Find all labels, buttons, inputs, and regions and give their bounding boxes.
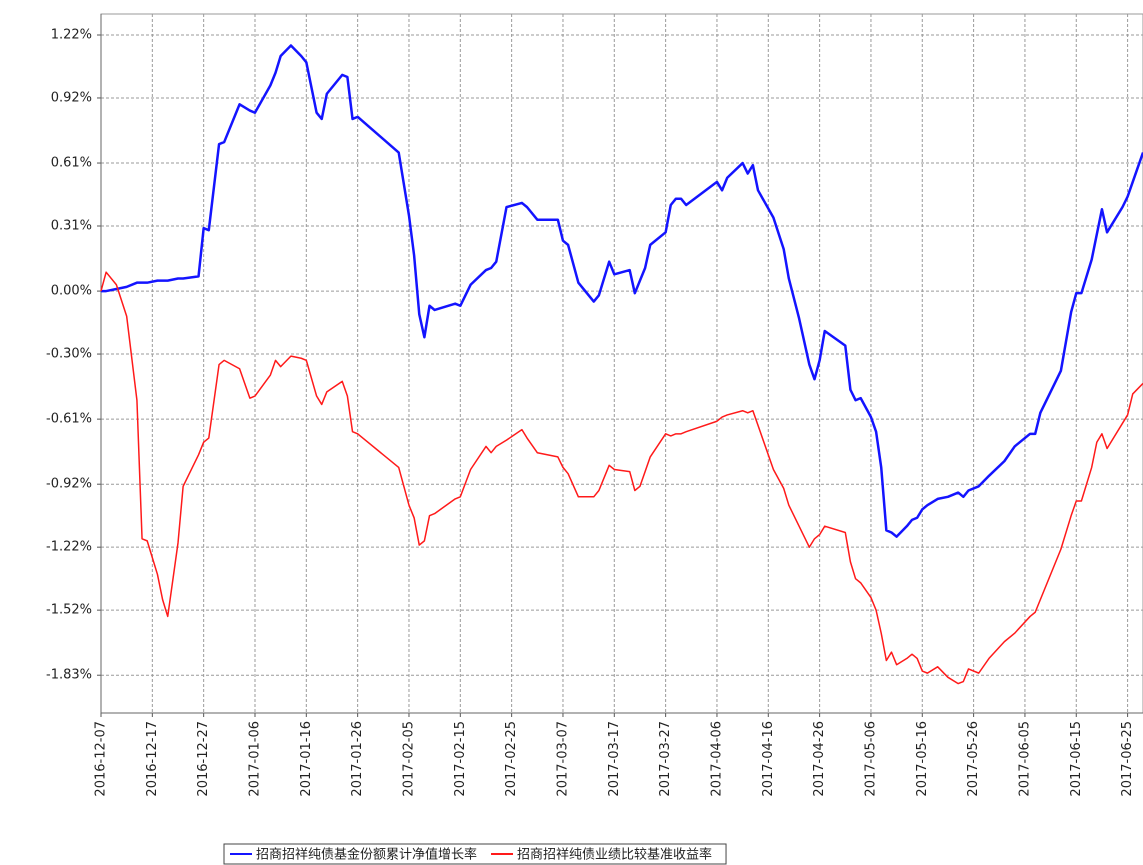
- y-tick-label: -1.52%: [46, 603, 92, 618]
- x-tick-label: 2017-05-06: [863, 721, 878, 797]
- x-tick-label: 2017-06-25: [1120, 721, 1135, 797]
- x-tick-label: 2017-01-26: [350, 721, 365, 797]
- y-tick-label: -1.83%: [46, 668, 92, 683]
- x-tick-label: 2017-02-05: [401, 721, 416, 797]
- x-tick-label: 2017-04-06: [709, 721, 724, 797]
- plot-area: [100, 13, 1143, 714]
- x-tick-label: 2016-12-27: [196, 721, 211, 797]
- y-tick-label: -0.30%: [46, 347, 92, 362]
- y-tick-label: 0.31%: [51, 219, 92, 234]
- x-tick-label: 2017-01-06: [247, 721, 262, 797]
- x-tick-label: 2017-02-25: [504, 721, 519, 797]
- y-tick-label: -0.61%: [46, 412, 92, 427]
- x-tick-label: 2016-12-17: [145, 721, 160, 797]
- x-tick-label: 2017-02-15: [453, 721, 468, 797]
- legend-label: 招商招祥纯债基金份额累计净值增长率: [256, 847, 477, 863]
- x-tick-label: 2017-06-05: [1017, 721, 1032, 797]
- x-tick-label: 2017-03-27: [658, 721, 673, 797]
- y-tick-label: 0.92%: [51, 90, 92, 105]
- series-line: [101, 44, 1143, 538]
- x-tick-label: 2017-05-16: [915, 721, 930, 797]
- x-tick-label: 2017-05-26: [966, 721, 981, 797]
- x-tick-label: 2017-03-17: [607, 721, 622, 797]
- legend: 招商招祥纯债基金份额累计净值增长率 招商招祥纯债业绩比较基准收益率: [223, 843, 727, 865]
- x-tick-label: 2017-03-07: [555, 721, 570, 797]
- y-tick-label: -1.22%: [46, 540, 92, 555]
- x-tick-label: 2017-01-16: [299, 721, 314, 797]
- series-line: [100, 271, 1143, 685]
- x-tick-label: 2017-06-15: [1069, 721, 1084, 797]
- x-tick-label: 2016-12-07: [94, 721, 109, 797]
- legend-box: [223, 843, 727, 865]
- y-tick-label: -0.92%: [46, 477, 92, 492]
- y-tick-label: 0.61%: [51, 156, 92, 171]
- y-tick-label: 0.00%: [51, 284, 92, 299]
- legend-label: 招商招祥纯债业绩比较基准收益率: [517, 847, 712, 863]
- x-tick-label: 2017-04-26: [812, 721, 827, 797]
- x-tick-label: 2017-04-16: [761, 721, 776, 797]
- y-tick-label: 1.22%: [51, 27, 92, 42]
